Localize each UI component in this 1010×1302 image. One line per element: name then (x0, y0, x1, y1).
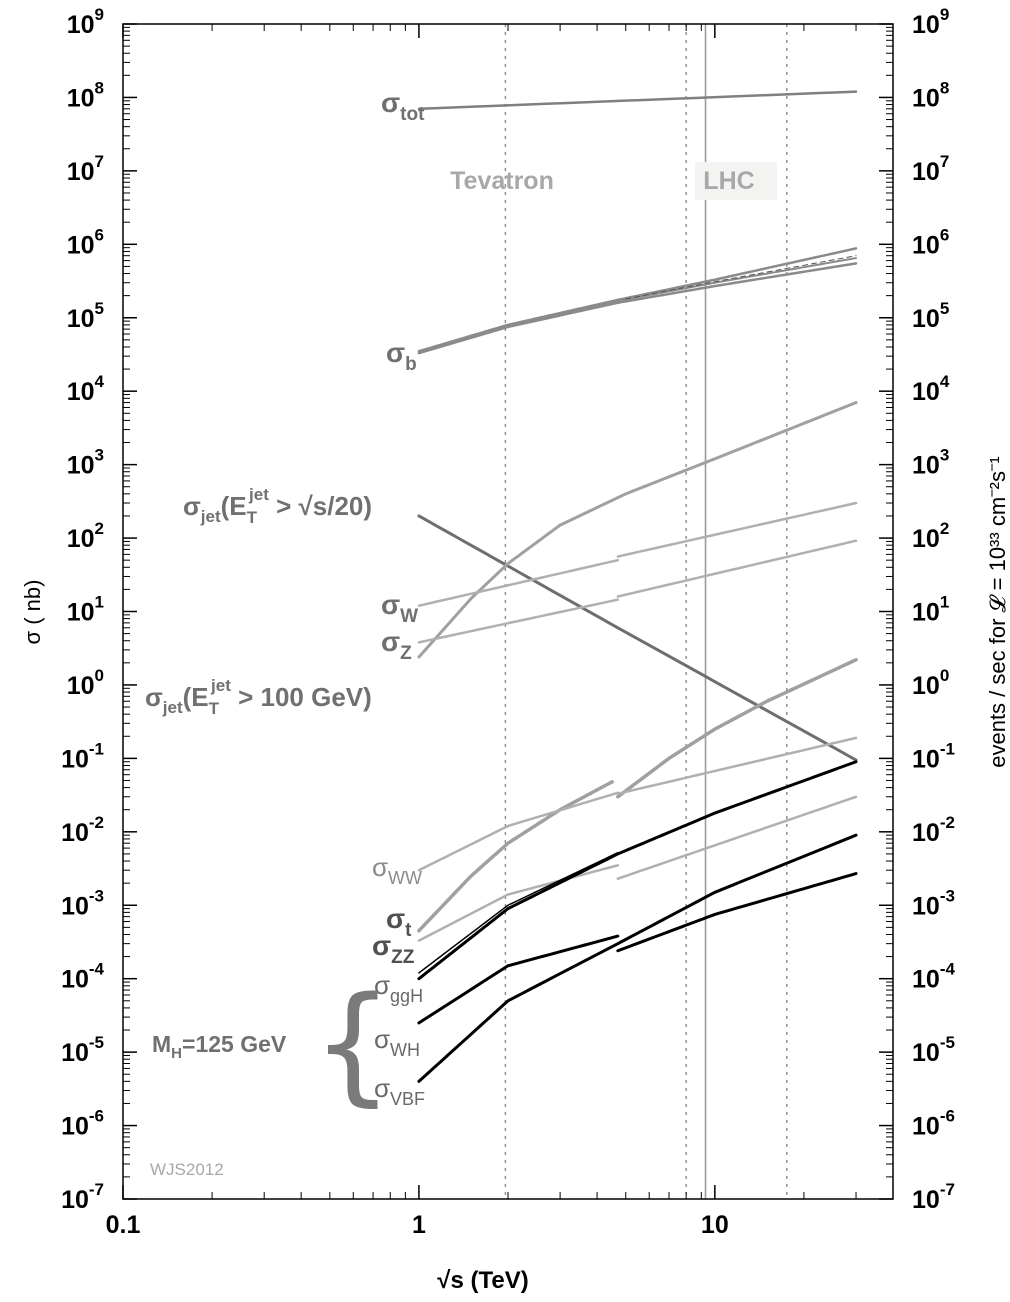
y2-tick-labels: 109 108 107 106 105 104 103 102 101 100 10-1 10-2 10… (912, 5, 955, 1214)
label-sigma-ww: σWW (372, 852, 422, 888)
series-zz-low (417, 864, 620, 942)
series-t-low (417, 780, 614, 933)
y2-axis-title: events / sec for 𝓛 = 10³³ cm⁻²s⁻¹ (985, 456, 1010, 768)
y-tick-label: 107 (67, 152, 104, 186)
series-z-low (417, 598, 620, 644)
series-b-dashed (625, 255, 857, 300)
y-tick-label: 100 (67, 666, 104, 700)
label-sigma-jet-sqrt-s: σjet(ETjet > √s/20) (183, 485, 372, 527)
y2-tick-label: 102 (912, 519, 949, 553)
label-sigma-wh: σWH (374, 1024, 420, 1060)
x-tick-label: 1 (412, 1211, 426, 1239)
y2-tick-label: 10-5 (912, 1033, 955, 1067)
series-jet20 (417, 514, 858, 762)
y-tick-label: 108 (67, 78, 104, 112)
y2-tick-label: 106 (912, 225, 949, 259)
y-tick-label: 10-1 (61, 739, 104, 773)
y-tick-label: 105 (67, 299, 104, 333)
y2-tick-label: 100 (912, 666, 949, 700)
y2-tick-label: 101 (912, 593, 949, 627)
x-tick-labels: 0.1 1 10 (106, 1211, 729, 1239)
label-sigma-tot: σtot (381, 87, 425, 125)
y2-tick-label: 107 (912, 152, 949, 186)
y-tick-label: 10-3 (61, 886, 104, 920)
series-t-high (616, 658, 858, 799)
series-vbf (417, 833, 858, 1083)
y-tick-label: 104 (67, 372, 105, 406)
x-tick-label: 10 (701, 1211, 729, 1239)
higgs-brace: { (312, 970, 393, 1119)
series-jet100-low (417, 760, 858, 981)
label-sigma-b: σb (386, 337, 417, 375)
x-tick-label: 0.1 (106, 1211, 141, 1239)
y-tick-label: 102 (67, 519, 104, 553)
higgs-mass-label: MH=125 GeV (152, 1031, 287, 1062)
label-sigma-w: σW (381, 589, 418, 627)
y2-tick-label: 103 (912, 446, 949, 480)
y-tick-label: 106 (67, 225, 104, 259)
y-tick-label: 109 (67, 5, 104, 39)
series-w-low (417, 558, 620, 607)
y-tick-label: 10-6 (61, 1107, 104, 1141)
label-sigma-jet-100: σjet(ETjet > 100 GeV) (145, 676, 372, 718)
y2-tick-label: 105 (912, 299, 949, 333)
y2-tick-label: 104 (912, 372, 950, 406)
data-series-group (417, 90, 858, 1083)
y-axis-title: σ ( nb) (20, 580, 45, 645)
y2-tick-label: 10-7 (912, 1180, 955, 1214)
label-sigma-t: σt (386, 903, 412, 941)
label-sigma-z: σZ (381, 626, 412, 664)
lhc-label-background (695, 162, 777, 200)
series-b-mid (417, 257, 858, 354)
vertical-marker-lines (504, 24, 788, 1199)
y-tick-labels: 109 108 107 106 105 104 103 102 101 100 10-1 10-2 10… (61, 5, 104, 1214)
credit-label: WJS2012 (150, 1160, 224, 1179)
tevatron-label: Tevatron (450, 167, 554, 195)
series-b-lower (417, 262, 858, 355)
series-ww-low (417, 791, 620, 872)
label-sigma-zz: σZZ (372, 930, 415, 968)
series-jet100-mid (418, 851, 619, 974)
y2-tick-label: 10-2 (912, 813, 955, 847)
label-sigma-ggh: σggH (374, 970, 423, 1006)
y2-tick-label: 10-3 (912, 886, 955, 920)
y-tick-label: 101 (67, 593, 104, 627)
y-tick-label: 10-2 (61, 813, 104, 847)
series-jet100 (417, 401, 858, 659)
series-tot (417, 90, 858, 111)
series-zz-high (616, 795, 858, 880)
y2-tick-label: 10-4 (912, 960, 955, 994)
series-z-high (616, 539, 858, 598)
y2-tick-label: 108 (912, 78, 949, 112)
series-ww-high (616, 736, 858, 795)
plot-frame (122, 23, 894, 1200)
lhc-label: LHC (703, 167, 754, 195)
series-ggh-high (616, 872, 858, 953)
y-tick-label: 10-4 (61, 960, 104, 994)
x-axis-title: √s (TeV) (437, 1267, 528, 1294)
y-tick-label: 10-7 (61, 1180, 104, 1214)
label-sigma-vbf: σVBF (374, 1073, 425, 1109)
y-tick-label: 10-5 (61, 1033, 104, 1067)
y2-tick-label: 109 (912, 5, 949, 39)
series-ggh-low (417, 934, 620, 1025)
y2-tick-label: 10-6 (912, 1107, 955, 1141)
axis-ticks (122, 23, 894, 1200)
y2-tick-label: 10-1 (912, 739, 955, 773)
series-w-high (616, 501, 858, 558)
y-tick-label: 103 (67, 446, 104, 480)
